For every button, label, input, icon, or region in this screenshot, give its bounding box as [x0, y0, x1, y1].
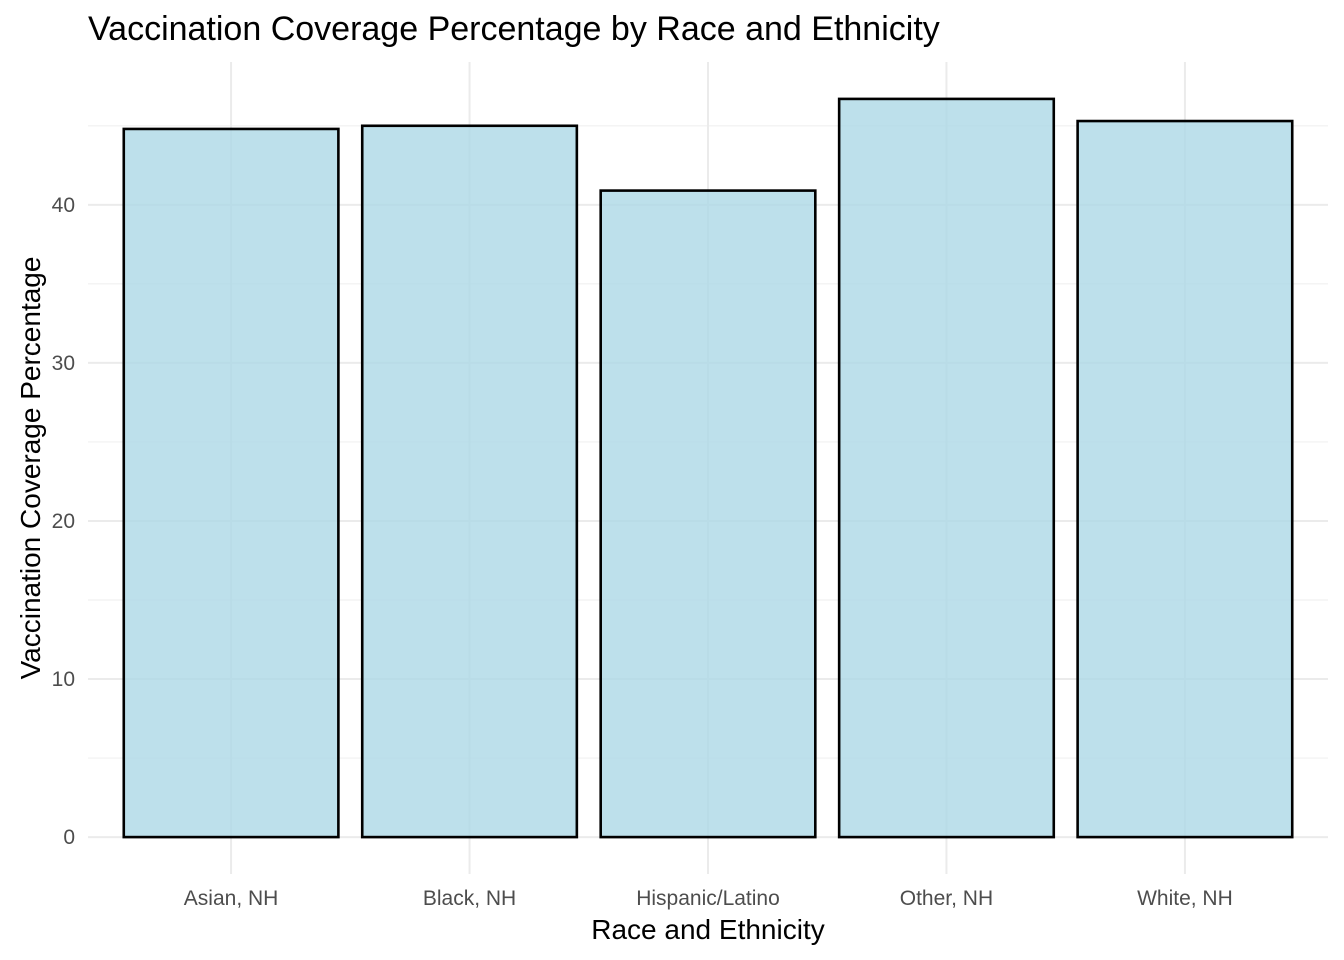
- bars-layer: [122, 97, 1294, 839]
- bar: [837, 97, 1056, 839]
- x-tick-label: Asian, NH: [184, 887, 279, 910]
- x-tick-labels: Asian, NH Black, NH Hispanic/Latino Other, …: [184, 887, 1233, 910]
- y-tick-label: 0: [63, 826, 75, 849]
- x-tick-label: White, NH: [1137, 887, 1233, 910]
- y-tick-labels: 0 10 20 30 40: [52, 194, 75, 849]
- y-tick-label: 20: [52, 510, 75, 533]
- x-tick-label: Black, NH: [423, 887, 516, 910]
- bar: [599, 189, 817, 839]
- y-tick-label: 40: [52, 194, 75, 217]
- bar: [122, 127, 340, 839]
- chart-title: Vaccination Coverage Percentage by Race …: [88, 10, 940, 48]
- y-axis-title: Vaccination Coverage Percentage: [15, 257, 46, 680]
- y-tick-label: 10: [52, 668, 75, 691]
- bar: [360, 124, 579, 839]
- x-tick-label: Other, NH: [900, 887, 993, 910]
- bar: [1076, 119, 1294, 839]
- y-tick-label: 30: [52, 352, 75, 375]
- x-axis-title: Race and Ethnicity: [591, 914, 824, 945]
- x-tick-label: Hispanic/Latino: [636, 887, 780, 910]
